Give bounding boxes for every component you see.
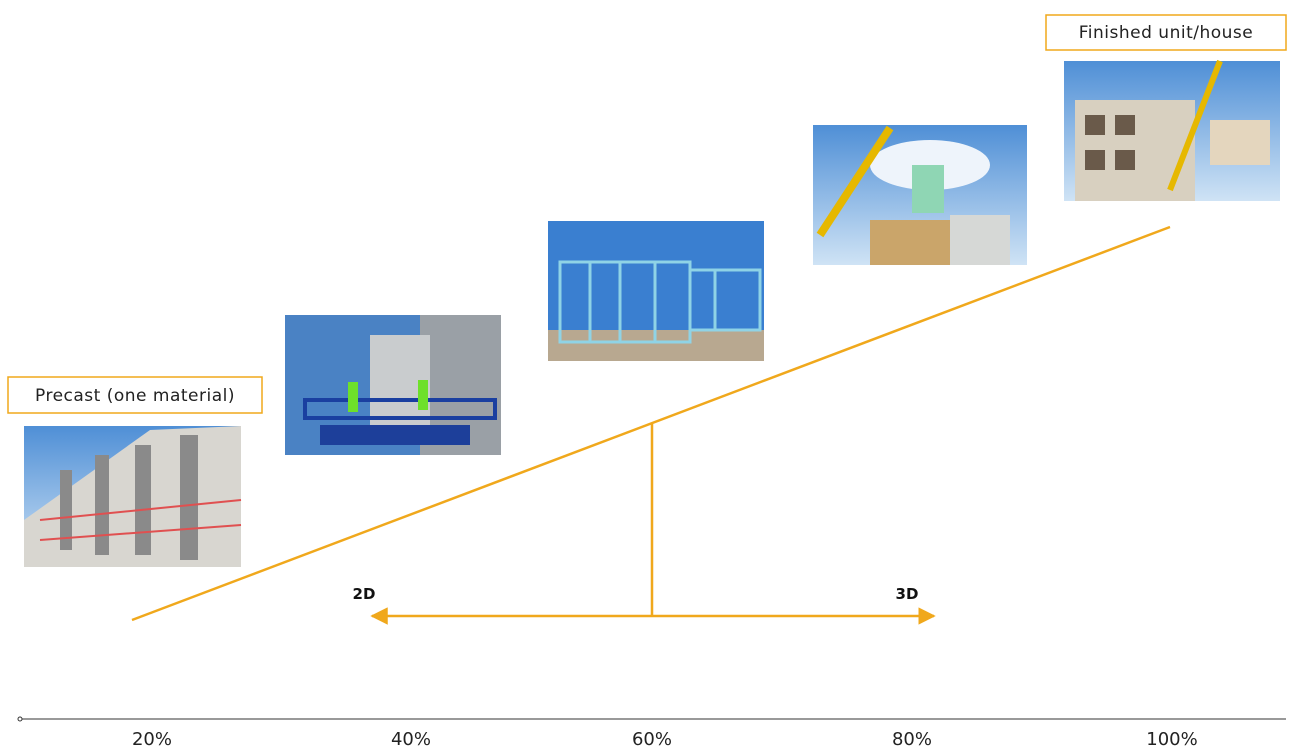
axis-tick-label: 60% (632, 729, 672, 750)
incline-line (131, 225, 1171, 622)
photo-steel-frame (548, 221, 764, 361)
arrow-label-right: 3D (896, 585, 919, 603)
label-end: Finished unit/house (1079, 23, 1253, 43)
axis-tick-label: 20% (132, 729, 172, 750)
label-start: Precast (one material) (35, 386, 235, 406)
axis-origin (17, 716, 23, 722)
photo-crane-panel (813, 125, 1027, 265)
photo-modular-unit (1064, 59, 1280, 201)
label-box (7, 376, 263, 414)
label-box (1045, 14, 1287, 51)
axis-tick-label: 100% (1146, 729, 1197, 750)
photo-precast (24, 426, 242, 567)
axis-tick-label: 80% (892, 729, 932, 750)
arrow-label-left: 2D (353, 585, 376, 603)
axis-tick-label: 40% (391, 729, 431, 750)
photo-panel-lift (285, 315, 501, 455)
axis-ticks: 20% 40% 60% 80% 100% (132, 729, 1198, 750)
